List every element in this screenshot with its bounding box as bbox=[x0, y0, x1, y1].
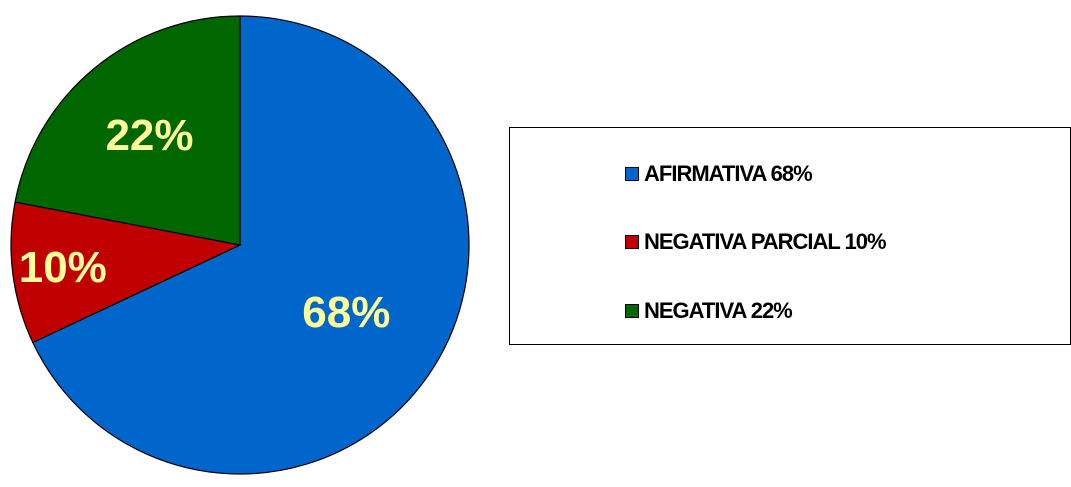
legend-swatch-afirmativa bbox=[625, 167, 639, 181]
legend-item-negativa-parcial: NEGATIVA PARCIAL 10% bbox=[625, 227, 886, 257]
legend-item-afirmativa: AFIRMATIVA 68% bbox=[625, 159, 812, 189]
legend-item-negativa: NEGATIVA 22% bbox=[625, 296, 792, 326]
legend-label-negativa: NEGATIVA 22% bbox=[644, 298, 792, 324]
legend-label-afirmativa: AFIRMATIVA 68% bbox=[644, 161, 812, 187]
data-label-negativa: 22% bbox=[105, 111, 193, 160]
legend-swatch-negativa bbox=[625, 304, 639, 318]
legend-swatch-negativa-parcial bbox=[625, 235, 639, 249]
data-label-afirmativa: 68% bbox=[302, 288, 390, 337]
data-label-negativa-parcial: 10% bbox=[19, 243, 107, 292]
chart-legend: AFIRMATIVA 68% NEGATIVA PARCIAL 10% NEGA… bbox=[509, 127, 1071, 345]
legend-label-negativa-parcial: NEGATIVA PARCIAL 10% bbox=[644, 229, 886, 255]
